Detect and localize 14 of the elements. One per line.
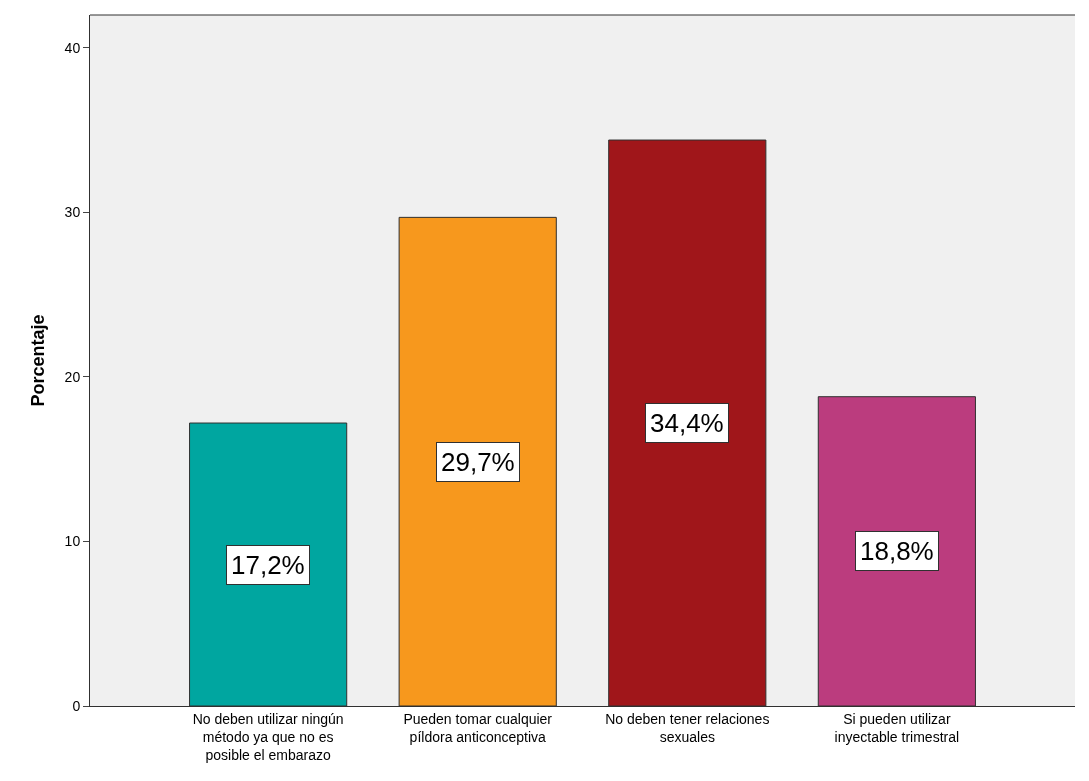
y-tick-label: 20 <box>64 368 81 385</box>
x-tick-label: No deben utilizar ningún método ya que no es posible el embarazo <box>192 710 344 764</box>
x-tick-label: Si pueden utilizar inyectable trimestral <box>834 710 960 745</box>
data-label: 17,2% <box>231 550 305 580</box>
data-label: 29,7% <box>441 447 515 477</box>
y-axis-title: Porcentaje <box>27 314 48 407</box>
x-tick-label: No deben tener relaciones sexuales <box>605 710 770 745</box>
y-tick-label: 30 <box>64 204 81 221</box>
y-tick-label: 0 <box>72 697 81 714</box>
data-label: 18,8% <box>860 536 934 566</box>
data-label: 34,4% <box>650 408 724 438</box>
x-tick-label: Pueden tomar cualquier píldora anticonceptiva <box>403 710 553 745</box>
y-tick-label: 40 <box>64 39 81 56</box>
y-tick-label: 10 <box>64 533 81 550</box>
